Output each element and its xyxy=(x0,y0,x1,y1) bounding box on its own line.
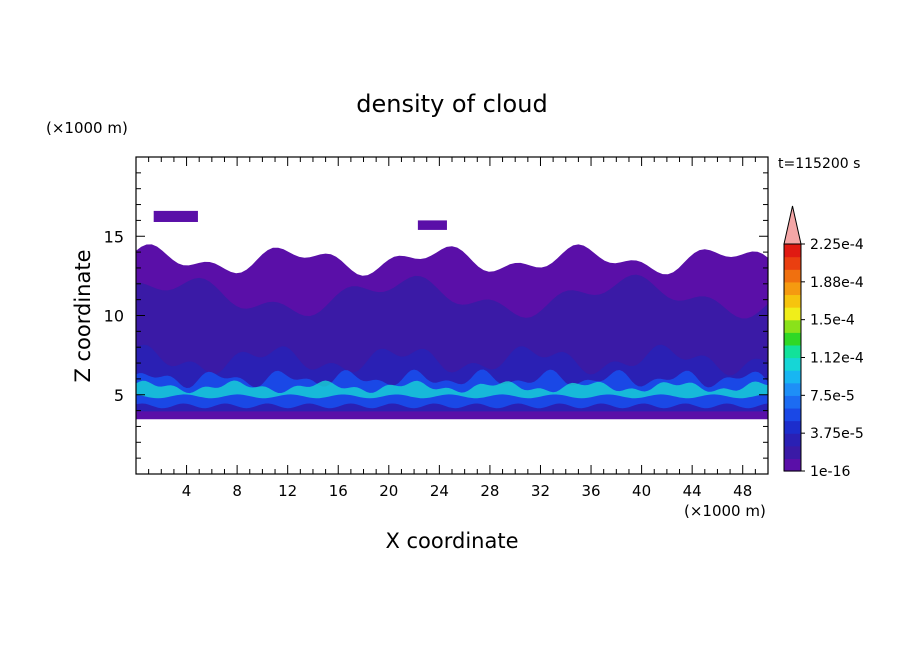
colorbar-label: 1.12e-4 xyxy=(810,351,864,367)
band-peak-density xyxy=(136,380,768,399)
x-tick-label: 4 xyxy=(182,482,192,500)
colorbar-segment xyxy=(784,370,801,384)
x-tick-label: 28 xyxy=(480,482,499,500)
x-tick-label: 24 xyxy=(430,482,449,500)
colorbar-segment xyxy=(784,256,801,270)
x-tick-label: 8 xyxy=(232,482,242,500)
x-tick-label: 12 xyxy=(278,482,297,500)
colorbar-segment xyxy=(784,244,801,258)
x-axis-label: X coordinate xyxy=(385,529,518,553)
colorbar-segment xyxy=(784,395,801,409)
x-unit-label: (×1000 m) xyxy=(684,502,766,520)
y-tick-label: 5 xyxy=(114,386,124,405)
y-tick-label: 15 xyxy=(104,227,124,246)
x-tick-label: 32 xyxy=(531,482,550,500)
colorbar-segment xyxy=(784,357,801,371)
band-dense-core xyxy=(136,369,768,409)
colorbar-segment xyxy=(784,433,801,447)
colorbar-label: 1.88e-4 xyxy=(810,275,864,291)
chart-title: density of cloud xyxy=(356,90,547,118)
x-tick-label: 20 xyxy=(379,482,398,500)
colorbar-label: 1e-16 xyxy=(810,464,850,480)
colorbar: 1e-16 3.75e-5 7.5e-5 1.12e-4 1.5e-4 1.88e-4 2.… xyxy=(783,205,864,480)
cloud-patch xyxy=(417,220,447,230)
colorbar-segment xyxy=(784,281,801,296)
cloud-density-field xyxy=(136,210,768,420)
colorbar-label: 7.5e-5 xyxy=(810,388,855,404)
colorbar-segment xyxy=(784,319,801,333)
cloud-patch xyxy=(153,210,198,222)
x-tick-label: 40 xyxy=(632,482,651,500)
colorbar-segment xyxy=(784,407,801,422)
colorbar-extend-arrow xyxy=(783,205,802,245)
colorbar-segment xyxy=(784,332,801,346)
colorbar-segment xyxy=(784,458,801,472)
x-tick-label: 44 xyxy=(683,482,702,500)
y-tick-label: 10 xyxy=(104,307,124,326)
colorbar-segment xyxy=(784,294,801,308)
y-unit-label: (×1000 m) xyxy=(46,119,128,137)
x-tick-label: 16 xyxy=(329,482,348,500)
colorbar-label: 3.75e-5 xyxy=(810,426,864,442)
time-label: t=115200 s xyxy=(778,156,860,172)
x-tick-label: 36 xyxy=(581,482,600,500)
colorbar-segment xyxy=(784,382,801,396)
colorbar-segment xyxy=(784,420,801,434)
band-cloud-base xyxy=(136,411,768,420)
colorbar-segment xyxy=(784,307,801,321)
colorbar-segment xyxy=(784,344,801,359)
colorbar-segment xyxy=(784,269,801,283)
x-tick-label: 48 xyxy=(733,482,752,500)
colorbar-label: 2.25e-4 xyxy=(810,237,864,253)
y-axis-label: Z coordinate xyxy=(71,249,95,382)
colorbar-segment xyxy=(784,445,801,459)
colorbar-label: 1.5e-4 xyxy=(810,313,855,329)
